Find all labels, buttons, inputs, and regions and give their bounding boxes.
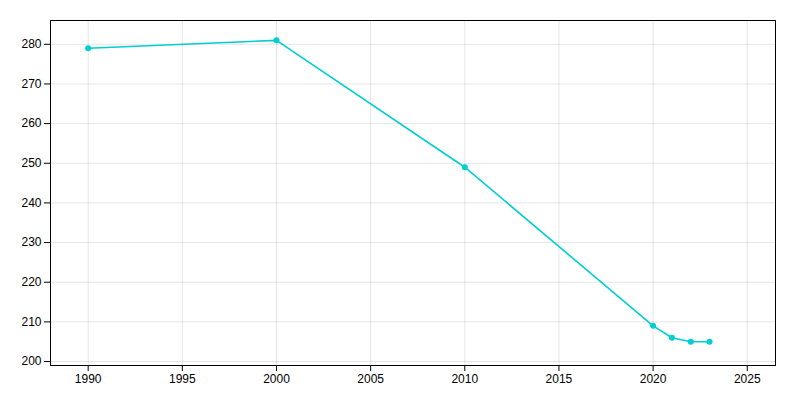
svg-text:2010: 2010 xyxy=(451,372,478,386)
svg-text:2005: 2005 xyxy=(357,372,384,386)
svg-text:280: 280 xyxy=(21,37,41,51)
svg-text:1990: 1990 xyxy=(75,372,102,386)
svg-text:2000: 2000 xyxy=(263,372,290,386)
svg-text:260: 260 xyxy=(21,116,41,130)
svg-text:240: 240 xyxy=(21,196,41,210)
svg-text:210: 210 xyxy=(21,315,41,329)
svg-text:230: 230 xyxy=(21,235,41,249)
svg-text:2020: 2020 xyxy=(640,372,667,386)
svg-text:2015: 2015 xyxy=(546,372,573,386)
svg-text:250: 250 xyxy=(21,156,41,170)
svg-text:270: 270 xyxy=(21,77,41,91)
svg-text:2025: 2025 xyxy=(734,372,761,386)
svg-text:1995: 1995 xyxy=(169,372,196,386)
svg-text:220: 220 xyxy=(21,275,41,289)
svg-text:200: 200 xyxy=(21,354,41,368)
